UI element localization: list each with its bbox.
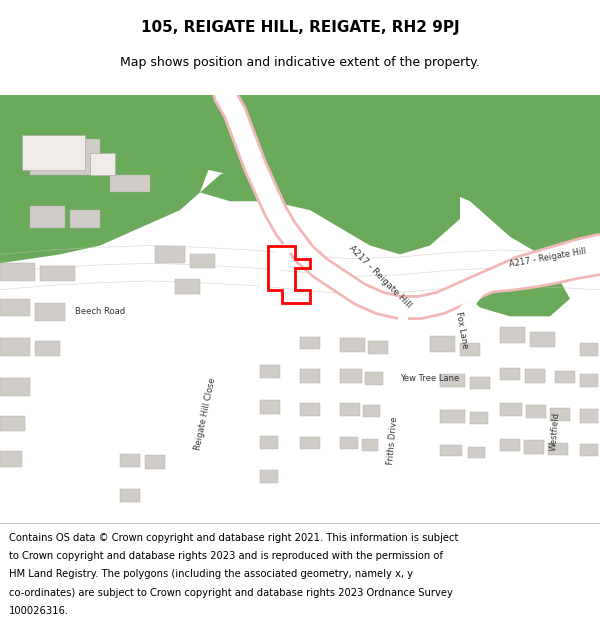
- Polygon shape: [555, 371, 575, 382]
- Text: Contains OS data © Crown copyright and database right 2021. This information is : Contains OS data © Crown copyright and d…: [9, 532, 458, 542]
- Text: A217 - Reigate Hill: A217 - Reigate Hill: [347, 244, 413, 309]
- Text: A217 - Reigate Hill: A217 - Reigate Hill: [509, 247, 587, 269]
- Polygon shape: [0, 339, 30, 356]
- Polygon shape: [500, 439, 520, 451]
- Polygon shape: [440, 445, 462, 456]
- Polygon shape: [260, 401, 280, 414]
- Polygon shape: [580, 444, 598, 456]
- Polygon shape: [30, 206, 65, 228]
- Polygon shape: [580, 343, 598, 356]
- Polygon shape: [548, 443, 568, 456]
- Polygon shape: [368, 341, 388, 354]
- Polygon shape: [40, 266, 75, 281]
- Polygon shape: [0, 299, 30, 316]
- Polygon shape: [470, 412, 488, 424]
- Text: Yew Tree Lane: Yew Tree Lane: [400, 374, 460, 383]
- Polygon shape: [0, 451, 22, 467]
- Polygon shape: [35, 303, 65, 321]
- Polygon shape: [524, 440, 544, 454]
- Polygon shape: [430, 336, 455, 352]
- Polygon shape: [460, 343, 480, 356]
- Polygon shape: [90, 152, 115, 174]
- Text: to Crown copyright and database rights 2023 and is reproduced with the permissio: to Crown copyright and database rights 2…: [9, 551, 443, 561]
- Polygon shape: [100, 95, 450, 174]
- Polygon shape: [0, 378, 30, 396]
- Polygon shape: [300, 437, 320, 449]
- Polygon shape: [470, 376, 490, 389]
- Text: Beech Road: Beech Road: [75, 308, 125, 316]
- Polygon shape: [468, 446, 485, 458]
- Polygon shape: [22, 135, 85, 170]
- Polygon shape: [440, 410, 465, 422]
- Polygon shape: [363, 405, 380, 418]
- Polygon shape: [340, 369, 362, 382]
- Polygon shape: [300, 369, 320, 382]
- Polygon shape: [500, 403, 522, 416]
- Polygon shape: [340, 339, 365, 352]
- Polygon shape: [0, 416, 25, 431]
- Text: Friths Drive: Friths Drive: [386, 416, 400, 465]
- Polygon shape: [70, 210, 100, 227]
- Polygon shape: [500, 368, 520, 380]
- Polygon shape: [120, 454, 140, 467]
- Polygon shape: [580, 374, 598, 387]
- Text: co-ordinates) are subject to Crown copyright and database rights 2023 Ordnance S: co-ordinates) are subject to Crown copyr…: [9, 588, 453, 598]
- Polygon shape: [155, 246, 185, 263]
- Polygon shape: [110, 174, 150, 192]
- Polygon shape: [365, 372, 383, 384]
- Polygon shape: [260, 471, 278, 482]
- Polygon shape: [0, 263, 35, 281]
- Polygon shape: [145, 456, 165, 469]
- Polygon shape: [300, 403, 320, 416]
- Polygon shape: [500, 327, 525, 343]
- Polygon shape: [362, 439, 378, 451]
- Polygon shape: [35, 341, 60, 356]
- Polygon shape: [430, 95, 600, 263]
- Polygon shape: [260, 365, 280, 378]
- Polygon shape: [175, 279, 200, 294]
- Polygon shape: [0, 95, 320, 263]
- Polygon shape: [340, 403, 360, 416]
- Polygon shape: [300, 337, 320, 349]
- Polygon shape: [260, 436, 278, 449]
- Polygon shape: [0, 95, 200, 184]
- Polygon shape: [525, 369, 545, 382]
- Text: 100026316.: 100026316.: [9, 606, 69, 616]
- Polygon shape: [200, 139, 460, 254]
- Polygon shape: [530, 332, 555, 348]
- Polygon shape: [580, 409, 598, 422]
- Text: Map shows position and indicative extent of the property.: Map shows position and indicative extent…: [120, 56, 480, 69]
- Polygon shape: [190, 254, 215, 268]
- Text: HM Land Registry. The polygons (including the associated geometry, namely x, y: HM Land Registry. The polygons (includin…: [9, 569, 413, 579]
- Polygon shape: [30, 139, 100, 174]
- Polygon shape: [120, 489, 140, 502]
- Polygon shape: [440, 374, 465, 387]
- Polygon shape: [340, 437, 358, 449]
- Polygon shape: [550, 409, 570, 421]
- Text: Fox Lane: Fox Lane: [454, 311, 470, 349]
- Text: Westfield: Westfield: [549, 412, 561, 451]
- Text: 105, REIGATE HILL, REIGATE, RH2 9PJ: 105, REIGATE HILL, REIGATE, RH2 9PJ: [140, 19, 460, 34]
- Text: Reigate Hill Close: Reigate Hill Close: [193, 377, 217, 451]
- Polygon shape: [526, 405, 546, 418]
- Polygon shape: [470, 272, 570, 316]
